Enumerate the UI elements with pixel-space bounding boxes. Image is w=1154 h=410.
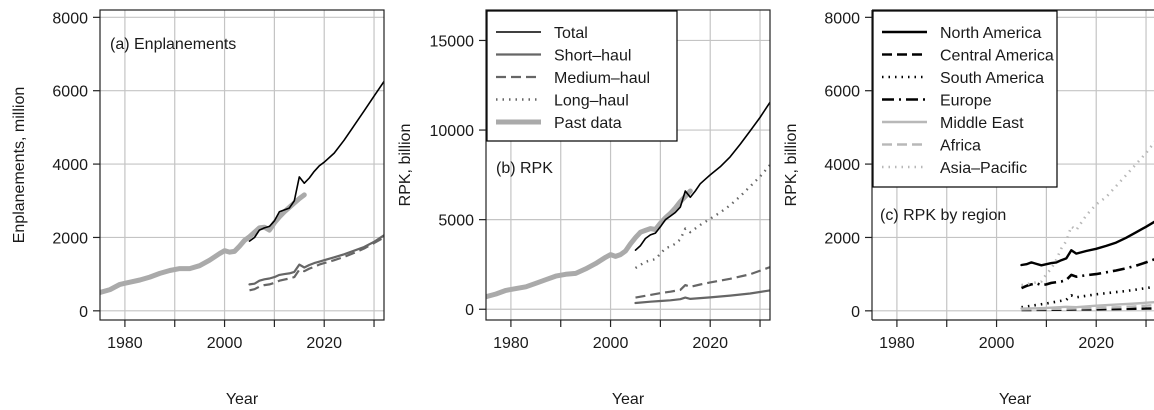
legend-label: Short–haul [554, 48, 631, 65]
series-line-africa [1021, 303, 1154, 311]
series-line-medium-haul [635, 266, 770, 299]
y-tick-label: 8000 [52, 10, 88, 27]
y-tick-label: 2000 [824, 230, 860, 247]
series-line-past-data [486, 188, 693, 300]
legend-entries-b: Total Short–haul Medium–haul Long–haul Past … [496, 25, 650, 132]
axes-b: 1980 2000 2020 0 5000 10000 15000 [430, 33, 761, 352]
y-tick-label: 0 [465, 302, 474, 319]
panel-enplanements: 1980 2000 2020 0 2000 4000 6000 8000 (a) Enplan… [11, 9, 385, 408]
panel-label: (a) Enplanements [110, 36, 236, 53]
y-tick-label: 2000 [52, 230, 88, 247]
series-line-north-america [1020, 220, 1154, 267]
y-tick-label: 15000 [430, 33, 475, 50]
series-c [1020, 140, 1154, 312]
series-line-past-data [100, 192, 307, 295]
legend-entries-c: North America Central America South Americ… [882, 25, 1054, 177]
legend-label: Medium–haul [554, 70, 650, 87]
series-line-short-haul [634, 289, 770, 305]
legend-label: Europe [940, 93, 992, 110]
y-tick-label: 4000 [52, 157, 88, 174]
axes-a: 1980 2000 2020 0 2000 4000 6000 8000 [52, 10, 375, 352]
y-axis-label: RPK, billion [783, 124, 800, 207]
x-tick-label: 2020 [1078, 335, 1114, 352]
series-b [486, 101, 770, 305]
y-tick-label: 10000 [430, 123, 475, 140]
panel-label: (c) RPK by region [880, 207, 1006, 224]
series-line-total [634, 101, 770, 251]
series-line-short-haul [248, 234, 384, 286]
legend-label: Long–haul [554, 93, 629, 110]
legend-label: Past data [554, 115, 622, 132]
legend-label: Asia–Pacific [940, 160, 1027, 177]
x-tick-label: 2000 [979, 335, 1015, 352]
y-tick-label: 5000 [438, 213, 474, 230]
x-tick-label: 1980 [107, 335, 143, 352]
x-tick-label: 2020 [306, 335, 342, 352]
x-axis-label: Year [999, 391, 1032, 408]
y-tick-label: 4000 [824, 157, 860, 174]
y-axis-label: RPK, billion [397, 124, 414, 207]
legend-label: Africa [940, 138, 981, 155]
series-a [100, 80, 384, 295]
x-tick-label: 2000 [593, 335, 629, 352]
x-tick-label: 1980 [493, 335, 529, 352]
legend-label: Central America [940, 48, 1054, 65]
y-tick-label: 8000 [824, 10, 860, 27]
y-tick-label: 6000 [824, 84, 860, 101]
plot-frame-a [99, 9, 385, 321]
legend-label: North America [940, 25, 1041, 42]
legend-label: Middle East [940, 115, 1024, 132]
x-tick-label: 2020 [692, 335, 728, 352]
y-tick-label: 6000 [52, 84, 88, 101]
panel-rpk-by-region: 1980 2000 2020 0 2000 4000 6000 8000 (c) RPK by… [783, 9, 1154, 408]
panel-rpk: 1980 2000 2020 0 5000 10000 15000 (b) RPK Year… [397, 9, 771, 408]
legend-regions: North America Central America South Americ… [872, 10, 1058, 188]
panel-label: (b) RPK [496, 160, 553, 177]
series-line-europe [1020, 258, 1154, 290]
x-axis-label: Year [612, 391, 645, 408]
legend-box [872, 10, 1058, 188]
y-tick-label: 0 [851, 304, 860, 321]
x-tick-label: 1980 [879, 335, 915, 352]
series-line-medium-haul [249, 236, 384, 292]
legend-rpk: Total Short–haul Medium–haul Long–haul Past … [486, 10, 678, 142]
grid-a [100, 10, 384, 320]
y-axis-label: Enplanements, million [11, 87, 28, 244]
series-line-total [248, 80, 384, 242]
x-tick-label: 2000 [207, 335, 243, 352]
axes-c: 1980 2000 2020 0 2000 4000 6000 8000 [824, 10, 1147, 352]
x-axis-label: Year [226, 391, 259, 408]
plot-frame-b [485, 9, 771, 321]
y-tick-label: 0 [79, 304, 88, 321]
legend-label: Total [554, 25, 588, 42]
legend-label: South America [940, 70, 1044, 87]
